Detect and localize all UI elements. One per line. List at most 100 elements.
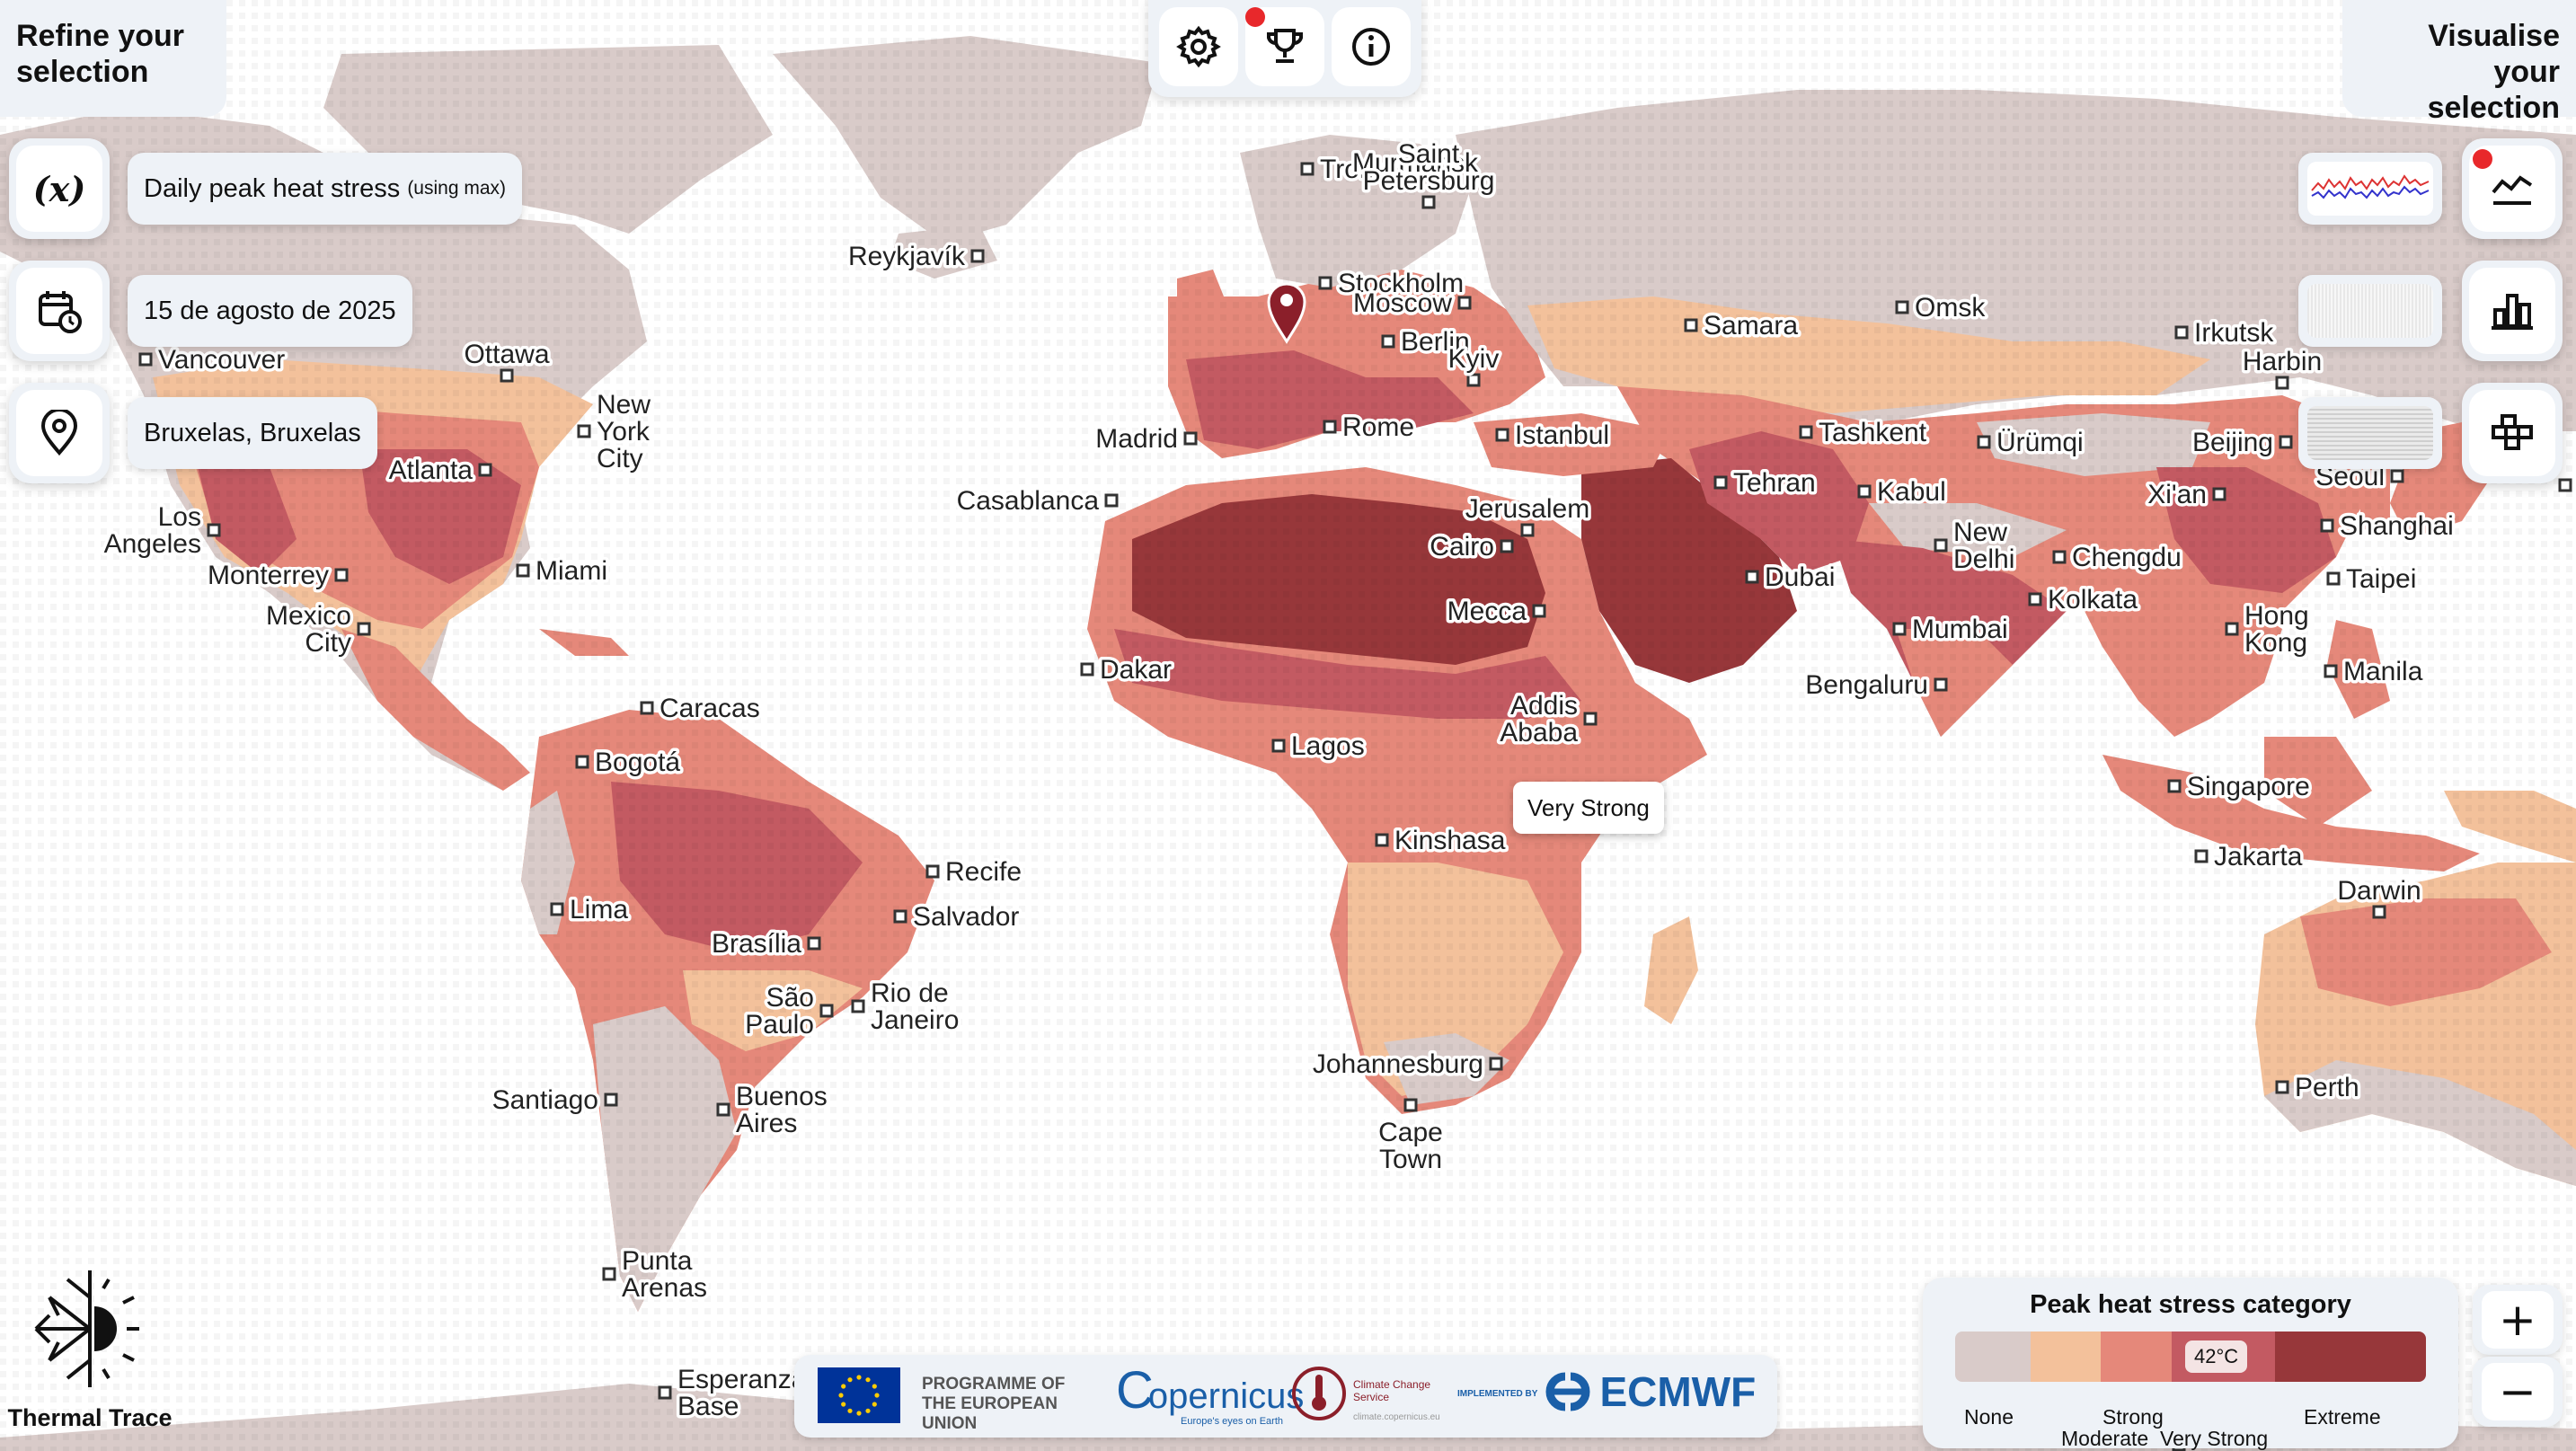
timeseries-preview[interactable]: [2298, 153, 2442, 225]
eu-star: [856, 1411, 862, 1416]
city-label: Mecca: [1447, 597, 1527, 626]
legend-swatch: [2275, 1332, 2426, 1382]
ecmwf-logo: ECMWF: [1540, 1367, 1756, 1416]
city-marker: [500, 368, 514, 383]
grid-map-button[interactable]: [2462, 383, 2563, 483]
refine-selection-header: Refine your selection: [0, 0, 226, 117]
city: Kabul: [1857, 474, 1949, 510]
city: Beijing: [2189, 425, 2293, 461]
timeseries-notification-dot: [2473, 149, 2492, 169]
city: Darwin: [2334, 873, 2424, 919]
eu-flag-logo: [818, 1367, 900, 1423]
city-marker: [2390, 469, 2404, 483]
thermal-trace-logo-icon: [34, 1270, 139, 1387]
city-label: Ürümqi: [1996, 428, 2084, 457]
city-label: Singapore: [2187, 772, 2310, 801]
info-button[interactable]: [1332, 7, 1411, 86]
city-marker: [1381, 334, 1395, 349]
city-marker: [516, 563, 530, 578]
city-marker: [2028, 592, 2042, 606]
city-label: Madrid: [1095, 424, 1178, 454]
city-label: Samara: [1704, 311, 1798, 341]
city-label: Angeles: [104, 529, 201, 559]
eu-star: [856, 1375, 862, 1380]
city: Recife: [925, 854, 1025, 890]
city-label: Reykjavík: [848, 242, 966, 271]
location-selector[interactable]: Bruxelas, Bruxelas: [128, 397, 377, 469]
timeseries-button[interactable]: [2462, 138, 2563, 239]
city-label: Istanbul: [1515, 420, 1609, 450]
distribution-thumbnail: [2307, 284, 2433, 338]
trophy-icon: [1267, 29, 1303, 63]
city-marker: [138, 352, 153, 367]
city-label: Arenas: [622, 1273, 707, 1303]
city: Johannesburg: [1309, 1047, 1503, 1083]
zoom-out-icon: −: [2499, 1366, 2536, 1418]
zoom-out-button[interactable]: −: [2473, 1357, 2563, 1427]
settings-button[interactable]: [1159, 7, 1238, 86]
visualise-selection-title: Visualise your selection: [2427, 19, 2560, 125]
city: Dubai: [1745, 560, 1838, 596]
city-marker: [2212, 487, 2226, 501]
city-marker: [478, 463, 492, 477]
legend-label-very-strong: Very Strong: [2160, 1427, 2269, 1450]
city: Chengdu: [2052, 540, 2184, 576]
city: Xi'an: [2145, 477, 2226, 513]
city-marker: [2167, 779, 2182, 793]
eu-star: [841, 1402, 846, 1407]
variable-button[interactable]: (x): [9, 138, 110, 239]
city: Atlanta: [385, 453, 492, 489]
zoom-in-button[interactable]: +: [2473, 1285, 2563, 1355]
location-value: Bruxelas, Bruxelas: [144, 418, 361, 447]
city-marker: [1713, 475, 1728, 490]
distribution-preview[interactable]: [2298, 275, 2442, 347]
city-label: Recife: [945, 857, 1022, 887]
legend-title: Peak heat stress category: [2030, 1290, 2351, 1319]
calendar-clock-icon: [39, 291, 82, 333]
grid-preview[interactable]: [2298, 397, 2442, 469]
city-label: New: [1953, 518, 2007, 547]
line-chart-icon: [2492, 175, 2533, 205]
city: Shanghai: [2320, 509, 2456, 544]
location-button[interactable]: [9, 383, 110, 483]
city-marker: [640, 701, 654, 715]
city-marker: [577, 424, 591, 438]
city-label: Irkutsk: [2194, 318, 2274, 348]
city-label: Casablanca: [957, 486, 1100, 516]
implemented-by-text: IMPLEMENTED BY: [1457, 1389, 1538, 1399]
city: Madrid: [1093, 421, 1198, 457]
city-marker: [658, 1385, 672, 1400]
city-marker: [1500, 539, 1514, 553]
city-marker: [2324, 664, 2338, 678]
city: Tromsø: [1300, 152, 1415, 188]
city-marker: [893, 909, 907, 924]
ecmwf-symbol-icon: [1545, 1372, 1590, 1411]
city: Salvador: [893, 899, 1022, 935]
city-label: Rio de: [871, 978, 949, 1008]
city-marker: [1583, 712, 1598, 726]
date-selector[interactable]: 15 de agosto de 2025: [128, 275, 412, 347]
legend-label-strong: Strong: [2102, 1405, 2164, 1429]
city-marker: [1489, 1057, 1503, 1071]
city-label: Paulo: [745, 1010, 814, 1040]
city-label: York: [597, 417, 651, 447]
city-label: Brasília: [712, 929, 801, 959]
city: Jerusalem: [1462, 491, 1593, 537]
city-label: Kabul: [1877, 477, 1946, 507]
selected-location-marker[interactable]: [1267, 282, 1306, 344]
bar-chart-button[interactable]: [2462, 261, 2563, 361]
eu-star: [847, 1377, 853, 1383]
city-label: Rome: [1342, 412, 1414, 442]
refine-selection-title: Refine your selection: [16, 19, 185, 89]
date-value: 15 de agosto de 2025: [144, 296, 396, 325]
date-button[interactable]: [9, 261, 110, 361]
eu-star: [865, 1408, 871, 1413]
variable-selector[interactable]: Daily peak heat stress (using max): [128, 153, 523, 225]
